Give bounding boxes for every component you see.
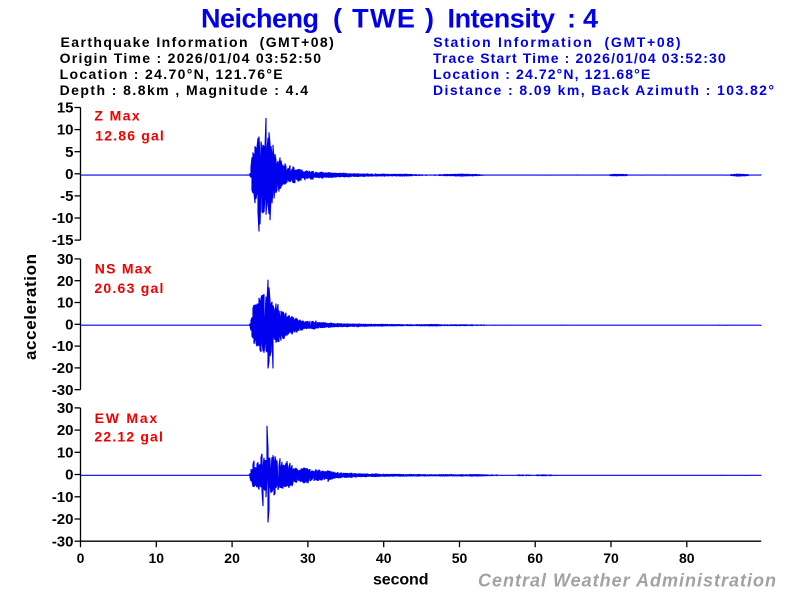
svg-text:Depth : 8.8km , Magnitude : 4.: Depth : 8.8km , Magnitude : 4.4 [60,82,309,98]
svg-text:( TWE ): ( TWE ) [333,3,434,33]
svg-text:Earthquake Information (GMT+0: Earthquake Information (GMT+08) [61,34,334,50]
svg-text:Location : 24.72°N, 121.68°E: Location : 24.72°N, 121.68°E [433,66,650,82]
svg-text:-30: -30 [52,382,74,399]
svg-text:-15: -15 [52,232,74,249]
svg-text:0: 0 [77,550,85,566]
svg-text:10: 10 [57,122,74,139]
svg-text:20: 20 [57,422,74,439]
svg-text:22.12 gal: 22.12 gal [94,428,162,444]
svg-text:NS Max: NS Max [95,261,152,277]
svg-text:Location : 24.70°N, 121.76°E: Location : 24.70°N, 121.76°E [60,66,283,82]
svg-text:-30: -30 [52,533,74,550]
svg-text:70: 70 [603,550,619,566]
svg-text:acceleration: acceleration [21,254,40,360]
svg-text:Z Max: Z Max [94,107,140,123]
svg-text:30: 30 [300,550,316,566]
svg-text:20.63 gal: 20.63 gal [94,280,163,296]
svg-text:4: 4 [583,3,598,33]
svg-text:10: 10 [57,295,74,312]
svg-text:10: 10 [149,550,165,566]
svg-text:Intensity: Intensity [448,3,556,33]
svg-text:0: 0 [65,166,73,183]
svg-text:Trace Start Time : 2026/01/04: Trace Start Time : 2026/01/04 03:52:30 [433,50,726,66]
svg-text:-10: -10 [52,489,74,506]
svg-text:50: 50 [452,550,468,566]
svg-text:12.86 gal: 12.86 gal [95,127,164,143]
svg-text:60: 60 [527,550,543,566]
svg-text:20: 20 [57,273,74,290]
svg-text:-10: -10 [52,338,74,355]
svg-text:-5: -5 [60,188,73,205]
svg-text:EW Max: EW Max [95,410,158,426]
svg-text:0: 0 [65,316,73,333]
svg-text:10: 10 [57,444,74,461]
svg-text:second: second [373,572,429,589]
svg-text:Neicheng: Neicheng [201,3,319,33]
svg-text:Origin Time : 2026/01/04 03:52: Origin Time : 2026/01/04 03:52:50 [60,50,322,66]
svg-text:30: 30 [57,400,74,417]
svg-text:80: 80 [679,550,695,566]
svg-text:30: 30 [57,251,74,268]
svg-text:Distance : 8.09 km, Back Azimu: Distance : 8.09 km, Back Azimuth : 103.8… [433,82,774,98]
svg-text:0: 0 [65,467,73,484]
svg-text:-20: -20 [52,511,74,528]
svg-text:-20: -20 [52,360,74,377]
svg-text:Central Weather Administration: Central Weather Administration [478,570,776,590]
svg-text:20: 20 [224,550,240,566]
svg-text:40: 40 [376,550,392,566]
svg-text::: : [567,3,576,33]
svg-text:5: 5 [65,144,73,161]
svg-text:Station Information (GMT+08): Station Information (GMT+08) [433,34,680,50]
svg-text:-10: -10 [52,210,74,227]
svg-text:15: 15 [57,100,74,117]
